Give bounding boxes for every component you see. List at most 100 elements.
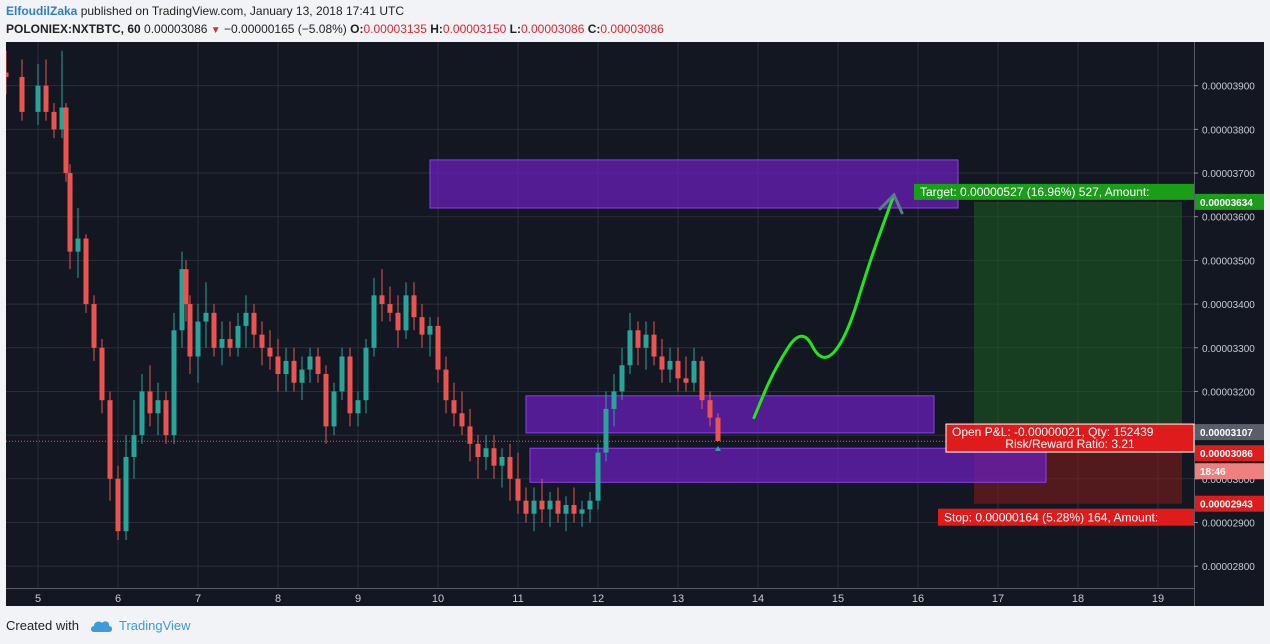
y-tick-label: 0.00003600 [1202, 213, 1255, 224]
x-tick-label: 9 [355, 593, 361, 605]
candle-body [131, 435, 137, 457]
candle-body [619, 365, 625, 392]
last-candle-marker-icon [715, 445, 721, 451]
price-axis-background [1194, 42, 1264, 606]
pnl-label-box [945, 423, 1195, 453]
candle-body [539, 500, 545, 510]
candle-body [451, 400, 457, 414]
tradingview-cloud-icon [90, 620, 112, 632]
time-axis-background [6, 588, 1194, 606]
published-text: published on TradingView.com, January 13… [80, 4, 405, 18]
arrowhead-icon [878, 192, 904, 215]
candle-body [555, 500, 561, 514]
target-label-box [914, 183, 1194, 200]
candle-body [243, 312, 249, 326]
last-value: 0.00003086 [144, 22, 208, 36]
candle-body [707, 400, 713, 418]
target-label: Target: 0.00000527 (16.96%) 527, Amount: [920, 185, 1150, 199]
candle-body [155, 400, 161, 414]
candle-body [667, 360, 673, 370]
candle-body [179, 269, 185, 331]
stop-price-tag: 0.00002943 [1200, 500, 1253, 511]
down-triangle-icon: ▼ [210, 25, 221, 36]
candle-body [299, 369, 305, 383]
x-tick-label: 6 [115, 593, 121, 605]
candle-body [83, 238, 89, 305]
stop-price-tag-box [1195, 495, 1264, 512]
candle-body [659, 356, 665, 370]
y-tick-label: 0.00003900 [1202, 82, 1255, 93]
candle-body [139, 391, 145, 436]
candle-body [515, 478, 521, 501]
x-tick-label: 5 [35, 593, 41, 605]
candle-body [475, 443, 481, 457]
candle-body [443, 369, 449, 401]
author-link[interactable]: ElfoudilZaka [6, 4, 78, 18]
candle-body [347, 356, 353, 414]
y-tick-label: 0.00003300 [1202, 344, 1255, 355]
tradingview-link[interactable]: TradingView [118, 618, 191, 633]
candle-body [283, 360, 289, 374]
stop-label: Stop: 0.00000164 (5.28%) 164, Amount: [944, 511, 1158, 525]
candle-body [219, 339, 225, 348]
candle-body [307, 356, 313, 370]
rr-label: Risk/Reward Ratio: 3.21 [1005, 437, 1135, 451]
zone-rectangle-3 [529, 447, 1047, 483]
candle-body [275, 356, 281, 374]
high-label: H: [430, 22, 443, 36]
candle-body [19, 76, 25, 112]
y-tick-label: 0.00003700 [1202, 169, 1255, 180]
x-tick-label: 12 [592, 593, 604, 605]
candle-body [163, 400, 169, 436]
stop-label-box [938, 508, 1194, 526]
candle-body [315, 356, 321, 374]
candle-body [379, 295, 385, 305]
candle-body [227, 339, 233, 348]
candle-body [411, 295, 417, 318]
candle-body [395, 312, 401, 331]
y-tick-label: 0.00003500 [1202, 256, 1255, 267]
candle-body [107, 400, 113, 479]
x-tick-label: 15 [832, 593, 844, 605]
candle-body [499, 456, 505, 466]
candle-body [491, 448, 497, 466]
candle-body [691, 360, 697, 383]
y-tick-label: 0.00003400 [1202, 300, 1255, 311]
low-label: L: [509, 22, 521, 36]
created-with-text: Created with [6, 618, 79, 633]
candle-body [531, 500, 537, 514]
candle-body [579, 509, 585, 514]
candle-body [59, 107, 65, 130]
candle-body [203, 312, 209, 322]
candle-body [507, 456, 513, 479]
candle-body [651, 334, 657, 357]
x-tick-label: 7 [195, 593, 201, 605]
open-label: O: [350, 22, 364, 36]
candle-body [6, 72, 9, 77]
candle-body [635, 330, 641, 348]
candle-body [259, 334, 265, 348]
y-tick-label: 0.00003000 [1202, 475, 1255, 486]
candle-body [35, 85, 41, 112]
zone-rectangle-2 [525, 395, 935, 434]
target-price-tag: 0.00003634 [1200, 198, 1253, 209]
candle-body [183, 269, 189, 305]
candle-body [419, 317, 425, 335]
y-tick-label: 0.00002900 [1202, 518, 1255, 529]
countdown-tag: 18:46 [1200, 467, 1226, 478]
candle-body [595, 452, 601, 501]
candle-body [339, 356, 345, 392]
candle-body [571, 505, 577, 514]
target-zone [974, 201, 1182, 433]
candle-body [403, 295, 409, 331]
x-tick-label: 11 [512, 593, 523, 605]
candle-body [643, 334, 649, 348]
candle-body [547, 500, 553, 510]
price-chart[interactable]: 0.000028000.000029000.000030000.00003100… [6, 42, 1264, 606]
x-tick-label: 14 [752, 593, 764, 605]
symbol-name: POLONIEX:NXTBTC, 60 [6, 22, 141, 36]
candle-body [603, 408, 609, 453]
candle-body [75, 238, 81, 252]
candle-body [235, 325, 241, 348]
candle-body [387, 304, 393, 313]
